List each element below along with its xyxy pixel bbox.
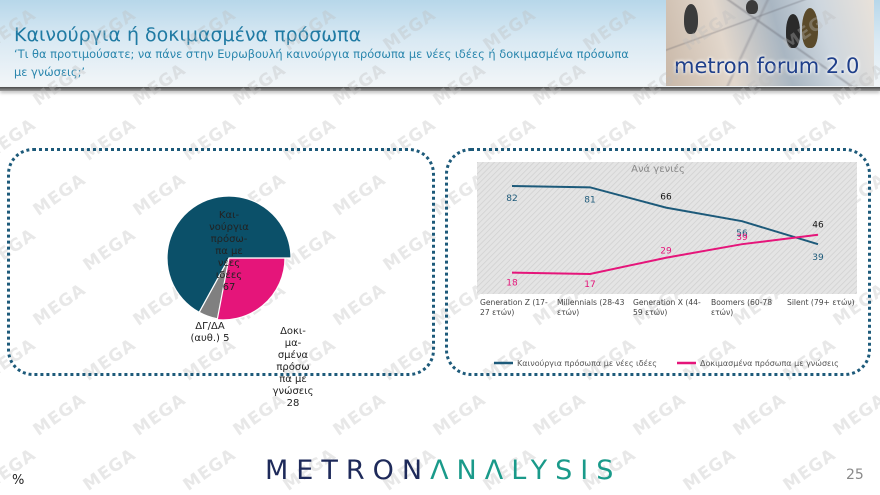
data-label: 82: [506, 194, 517, 204]
line-experienced-faces: [511, 233, 819, 275]
person-figure-icon: [802, 8, 818, 48]
x-axis-labels: Generation Z (17-27 ετών) Millennials (28…: [480, 298, 855, 317]
x-axis-category-label: Millennials (28-43 ετών): [557, 298, 625, 317]
person-figure-icon: [786, 14, 800, 48]
pie-slice-new-faces: [166, 195, 292, 314]
page-number: 25: [846, 467, 864, 483]
page-subtitle: ‘Τι θα προτιμούσατε; να πάνε στην Ευρωβο…: [14, 47, 629, 79]
legend-label-experienced-faces: Δοκιμασμένα πρόσωπα με γνώσεις: [700, 358, 839, 368]
header-banner: Καινούργια ή δοκιμασμένα πρόσωπα ‘Τι θα …: [0, 0, 880, 88]
logo-text: metron forum 2.0: [674, 54, 860, 78]
data-label: 46: [812, 221, 824, 231]
data-label: 39: [736, 233, 748, 243]
pie-slice-experienced-faces: [210, 257, 286, 321]
person-figure-icon: [746, 0, 758, 14]
x-axis-category-label: Generation Z (17-27 ετών): [480, 298, 548, 317]
x-axis-category-label: Silent (79+ ετών): [787, 298, 855, 307]
pie-chart-panel: [7, 148, 435, 376]
metron-forum-logo: metron forum 2.0: [666, 0, 874, 86]
person-figure-icon: [684, 4, 698, 34]
pie-label-new-faces: Και-νούργια πρόσω-πα με νέες ιδέες 67: [209, 210, 249, 293]
data-label: 29: [660, 247, 672, 257]
x-axis-category-label: Boomers (60-78 ετών): [711, 298, 772, 317]
brand-part2: ΛNΛLYSIS: [430, 455, 622, 486]
data-label: 81: [584, 195, 595, 205]
line-chart-title: Ανά γενιές: [631, 163, 685, 175]
unit-label: %: [12, 473, 25, 488]
data-label: 18: [506, 279, 518, 289]
legend: Καινούργια πρόσωπα με νέες ιδέες Δοκιμασ…: [494, 358, 839, 368]
plot-area: [477, 162, 857, 294]
data-label: 66: [660, 193, 672, 203]
pie-label-experienced-faces: Δοκι-μα-σμένα πρόσω πα με γνώσεις 28: [273, 326, 314, 409]
legend-label-new-faces: Καινούργια πρόσωπα με νέες ιδέες: [517, 358, 657, 368]
brand-part1: METRON: [265, 455, 431, 486]
x-axis-category-label: Generation X (44-59 ετών): [633, 298, 701, 317]
data-label: 56: [736, 229, 748, 239]
line-chart-panel: [445, 148, 871, 376]
data-label: 39: [812, 253, 824, 263]
data-label: 17: [584, 280, 595, 290]
page-title: Καινούργια ή δοκιμασμένα πρόσωπα: [14, 24, 362, 46]
header-divider: [0, 87, 880, 91]
pie-label-dont-know: ΔΓ/ΔΑ (αυθ.) 5: [190, 321, 229, 344]
metron-analysis-logo: METRONΛNΛLYSIS: [265, 455, 621, 486]
line-new-faces: [511, 184, 819, 246]
